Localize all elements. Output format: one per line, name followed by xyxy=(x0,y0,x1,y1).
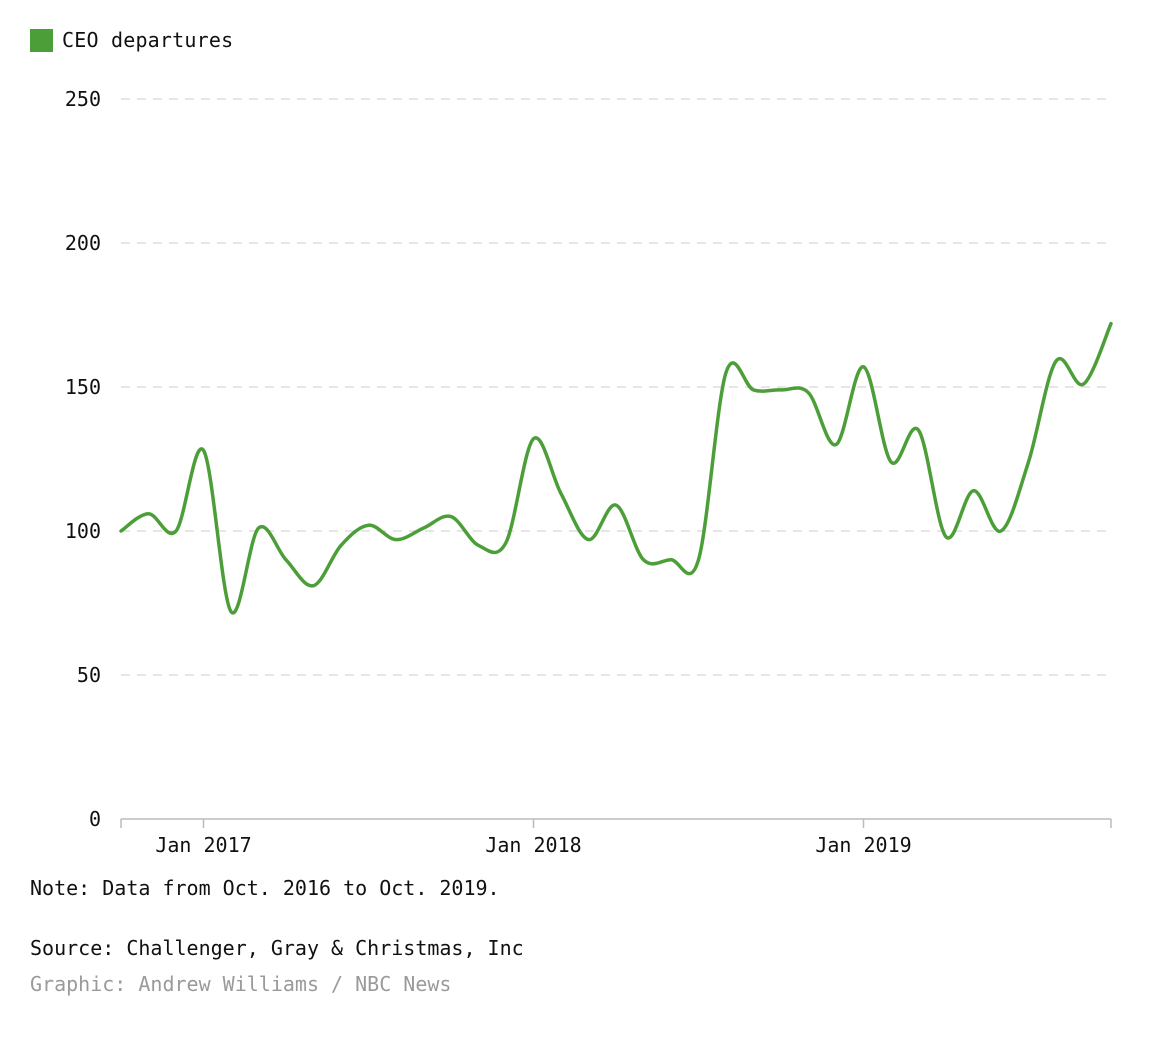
data-point xyxy=(257,526,261,530)
line-chart: 0 50 100 150 200 250 Jan 2017 Jan 2018 Jan 2019 xyxy=(65,87,1113,857)
series-layer xyxy=(119,321,1113,615)
y-tick-label: 200 xyxy=(65,231,101,255)
data-point xyxy=(614,503,618,507)
x-tick-label: Jan 2018 xyxy=(485,833,581,857)
chart-note: Note: Data from Oct. 2016 to Oct. 2019. xyxy=(30,876,500,900)
data-point xyxy=(202,448,206,452)
data-point xyxy=(944,535,948,539)
data-point xyxy=(917,428,921,432)
data-point xyxy=(284,558,288,562)
data-point xyxy=(339,543,343,547)
data-point xyxy=(394,538,398,542)
data-point xyxy=(1082,382,1086,386)
y-tick-label: 250 xyxy=(65,87,101,111)
data-point xyxy=(312,584,316,588)
y-tick-label: 100 xyxy=(65,519,101,543)
data-point xyxy=(999,529,1003,533)
data-point xyxy=(724,371,728,375)
x-tick-label: Jan 2017 xyxy=(155,833,251,857)
y-axis-tick-labels: 0 50 100 150 200 250 xyxy=(65,87,101,831)
data-point xyxy=(532,437,536,441)
data-point xyxy=(229,610,233,614)
data-point xyxy=(1027,460,1031,464)
data-point xyxy=(147,512,151,516)
chart-credit: Graphic: Andrew Williams / NBC News xyxy=(30,972,452,996)
data-point xyxy=(972,489,976,493)
data-point xyxy=(752,388,756,392)
y-tick-label: 50 xyxy=(77,663,101,687)
data-point xyxy=(807,391,811,395)
data-point xyxy=(449,515,453,519)
data-point xyxy=(422,526,426,530)
series-line-ceo-departures xyxy=(119,321,1113,615)
legend-swatch xyxy=(30,28,53,52)
data-point xyxy=(587,538,591,542)
data-point xyxy=(559,492,563,496)
chart-legend: CEO departures xyxy=(30,28,233,52)
data-point xyxy=(174,529,178,533)
data-point xyxy=(642,558,646,562)
data-point xyxy=(669,558,673,562)
data-point xyxy=(504,541,508,545)
legend-label: CEO departures xyxy=(62,28,234,52)
data-point xyxy=(779,388,783,392)
data-point xyxy=(889,460,893,464)
y-tick-label: 150 xyxy=(65,375,101,399)
data-point xyxy=(862,365,866,369)
data-point xyxy=(1054,359,1058,363)
chart-source: Source: Challenger, Gray & Christmas, In… xyxy=(30,936,524,960)
y-tick-label: 0 xyxy=(89,807,101,831)
x-axis xyxy=(120,818,1112,828)
data-point xyxy=(367,523,371,527)
x-axis-tick-labels: Jan 2017 Jan 2018 Jan 2019 xyxy=(155,833,911,857)
data-point xyxy=(477,543,481,547)
gridlines xyxy=(121,98,1111,676)
data-point xyxy=(697,558,701,562)
x-tick-label: Jan 2019 xyxy=(815,833,911,857)
data-point xyxy=(1109,322,1113,326)
data-point xyxy=(834,443,838,447)
data-point xyxy=(119,529,123,533)
